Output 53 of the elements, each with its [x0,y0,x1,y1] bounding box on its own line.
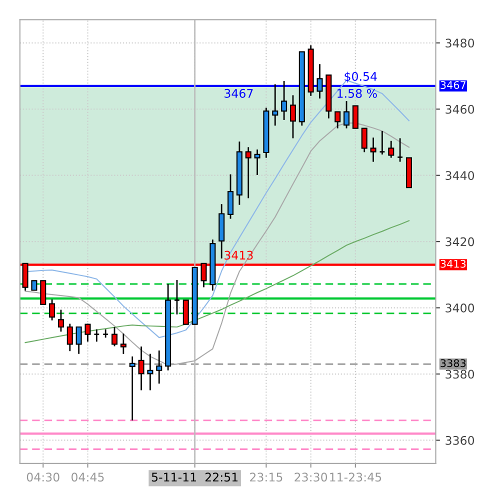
candlestick [334,111,341,130]
candlestick [174,279,180,316]
candlestick [58,309,64,332]
candlestick [40,280,46,306]
candlestick [272,84,278,126]
text: 3467 [440,81,466,89]
candlestick [66,322,73,352]
line-series [24,220,410,344]
y-tick-label: 3440 [446,171,474,180]
candlestick [370,136,376,162]
candlestick [254,148,260,176]
annotation: $0.54 [344,72,377,82]
x-tick-label: 11-23:45 [330,472,382,482]
candlestick [22,262,28,292]
annotation: 3413 [224,250,253,260]
candlestick [147,353,154,391]
x-tick-label: 5-11-11 22:51 [152,472,238,482]
ref-line-label: 3383 [440,359,466,368]
candlestick [138,346,144,391]
candlestick [379,130,386,156]
x-tick-label: 04:30 [26,472,60,482]
candlestick [388,140,394,158]
y-tick-label: 3420 [446,237,474,246]
candlestick [129,356,136,422]
candlestick [31,280,38,291]
y-tick-label: 3480 [446,38,474,48]
y-tick-label: 3460 [446,104,474,114]
candlestick [361,128,368,153]
candlestick [200,262,207,288]
ref-line-label: 3467 [224,88,253,98]
candlestick [290,94,296,139]
candlestick [352,105,358,129]
y-tick-label: 3360 [446,436,474,445]
candlestick [228,174,234,220]
candlestick [76,326,82,355]
ref-line-label: 3413 [440,260,466,268]
candlestick [156,350,162,384]
candlestick [94,328,100,342]
candlestick [281,80,288,121]
candlestick [344,100,350,130]
y-tick-label: 3380 [446,370,474,379]
candlestick [49,298,56,322]
y-tick-label: 3400 [446,304,474,312]
candlestick [316,63,323,100]
candlestick [84,322,91,342]
candlestick [396,138,404,162]
candlestick [112,326,118,347]
candlestick [245,146,252,199]
x-tick-label: 04:45 [72,472,104,482]
x-tick-label: 23:30 [294,472,328,482]
candlestick [120,332,126,355]
x-tick-label: 23:15 [250,472,282,482]
annotation: 1.58 % [338,88,377,98]
